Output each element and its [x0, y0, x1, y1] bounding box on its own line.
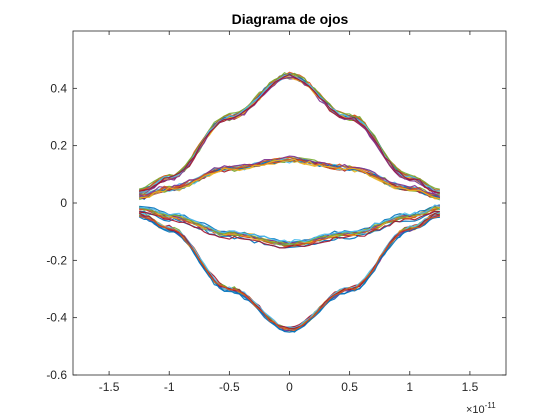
chart-title: Diagrama de ojos — [232, 11, 349, 27]
x-tick-label: 1.5 — [462, 380, 479, 394]
x-tick-label: 1 — [406, 380, 413, 394]
eye-trace-line — [139, 158, 440, 200]
x-exponent-power: -11 — [485, 401, 497, 410]
y-tick-label: 0 — [60, 196, 67, 210]
eye-trace-line — [139, 74, 441, 194]
y-tick-label: 0.4 — [50, 81, 67, 95]
eye-traces — [138, 71, 441, 333]
x-tick-label: -0.5 — [219, 380, 240, 394]
eye-trace-line — [139, 204, 440, 244]
eye-trace-line — [138, 212, 440, 329]
eye-trace-line — [139, 215, 440, 331]
y-tick-label: -0.4 — [46, 311, 67, 325]
x-tick-label: 0 — [286, 380, 293, 394]
plot-area — [73, 31, 506, 375]
x-exponent-label: ×10-11 — [466, 401, 496, 416]
x-tick-label: -1 — [164, 380, 175, 394]
eye-trace-line — [139, 76, 440, 195]
y-tick-label: 0.2 — [50, 139, 67, 153]
y-tick-label: -0.2 — [46, 253, 67, 267]
y-tick-label: -0.6 — [46, 368, 67, 382]
x-exponent-base: ×10 — [466, 404, 485, 416]
x-tick-label: -1.5 — [99, 380, 120, 394]
eye-trace-line — [138, 155, 441, 198]
eye-trace-line — [139, 210, 440, 249]
x-tick-label: 0.5 — [341, 380, 358, 394]
axes: -1.5 -1 -0.5 0 0.5 1 1.5 -0.6 -0.4 -0.2 0 0.2 0.4 — [46, 30, 507, 394]
